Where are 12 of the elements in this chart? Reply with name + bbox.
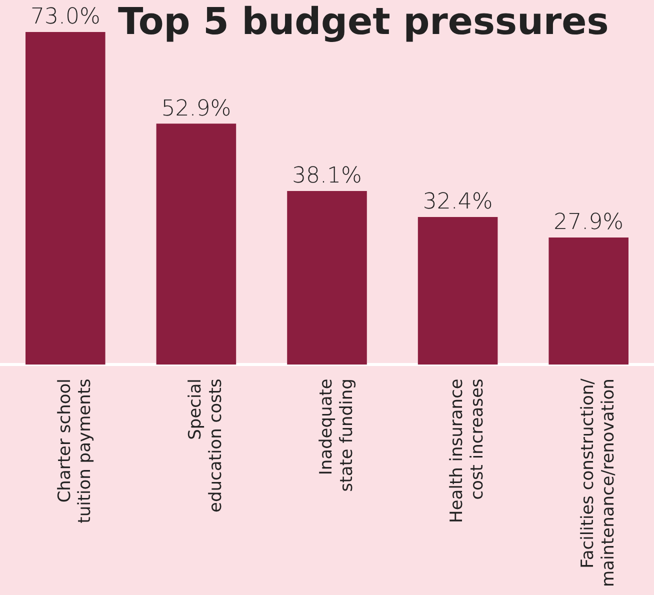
- data-label: 38.1%: [292, 164, 362, 189]
- bar: [548, 237, 628, 365]
- bar: [26, 32, 106, 365]
- data-label: 32.4%: [422, 190, 493, 215]
- bar: [418, 216, 498, 365]
- chart-title: Top 5 budget pressures: [118, 0, 609, 43]
- data-label: 73.0%: [30, 4, 100, 30]
- data-label: 52.9%: [161, 96, 232, 122]
- x-tick-label: Charter school tuition payments: [54, 378, 96, 524]
- bar: [287, 191, 367, 365]
- data-label: 27.9%: [554, 210, 624, 236]
- bar: [156, 124, 236, 365]
